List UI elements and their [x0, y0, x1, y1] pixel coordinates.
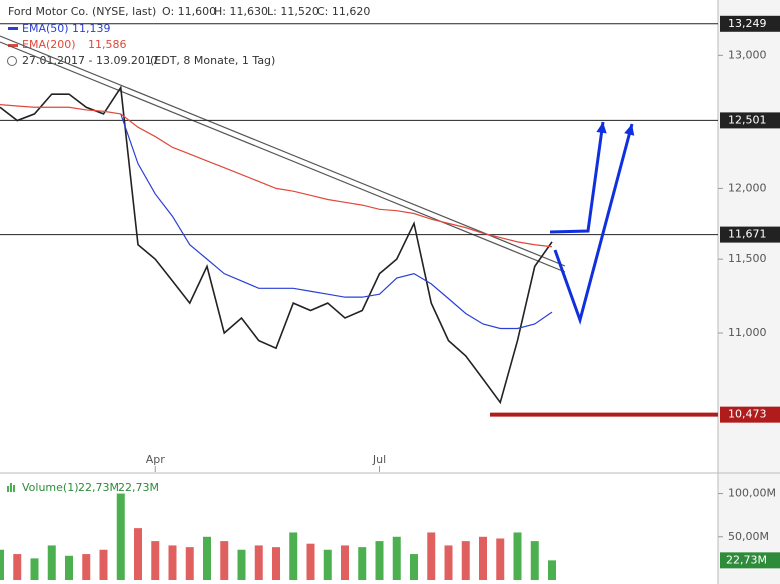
volume-bar	[341, 545, 349, 580]
header: Ford Motor Co. (NYSE, last) O: 11,600 H:…	[7, 5, 370, 494]
y-tick-label: 11,000	[728, 326, 767, 339]
ohlc: O: 11,600	[162, 5, 216, 18]
volume-bar	[168, 545, 177, 580]
volume-bar	[82, 554, 91, 580]
ohlc: L: 11,520	[267, 5, 319, 18]
volume-bar	[358, 547, 367, 580]
legend-value: 11,139	[72, 22, 111, 35]
y-tick-label: 12,000	[728, 181, 767, 194]
volume-bar	[513, 532, 522, 580]
volume-bar	[427, 532, 436, 580]
level-label-box	[720, 15, 780, 32]
volume-legend: Volume(1)	[22, 481, 79, 494]
legend-label: EMA(200)	[22, 38, 76, 51]
legend-value: 11,586	[88, 38, 127, 51]
volume-bar	[392, 536, 401, 580]
level-label-box	[720, 112, 780, 129]
y-tick-label: 50,00M	[728, 530, 769, 543]
legend-label: EMA(50)	[22, 22, 69, 35]
level-label-box	[720, 226, 780, 243]
arrow-head	[596, 122, 607, 134]
volume-label-box	[720, 552, 780, 569]
volume-bar	[30, 558, 39, 580]
x-tick-label: Jul	[372, 453, 386, 466]
period-note: (EDT, 8 Monate, 1 Tag)	[150, 54, 275, 67]
volume-bar	[254, 545, 263, 580]
series-line	[120, 113, 553, 330]
ohlc: C: 11,620	[317, 5, 370, 18]
volume-bar	[289, 532, 298, 580]
y-tick-label: 13,000	[728, 48, 767, 61]
volume-bar	[237, 549, 246, 580]
forecast-arrow	[553, 123, 634, 326]
volume-bar	[65, 555, 73, 580]
volume-icon	[10, 483, 12, 492]
volume-bar	[461, 541, 470, 580]
clock-icon	[7, 56, 17, 66]
volume-bar	[13, 554, 22, 580]
legend-swatch	[8, 27, 18, 30]
volume-bar	[47, 545, 56, 580]
volume-bar	[203, 536, 211, 580]
volume-bar	[410, 554, 418, 580]
volume-bar	[479, 536, 487, 580]
level-label: 10,473	[728, 408, 767, 421]
forecast-arrow	[549, 121, 605, 234]
period: 27.01.2017 - 13.09.2017	[22, 54, 159, 67]
series-line	[0, 104, 553, 248]
volume-bar	[375, 541, 384, 580]
ohlc: H: 11,630	[214, 5, 268, 18]
trend-line	[0, 41, 566, 273]
volume-icon	[13, 485, 15, 492]
volume-bar	[116, 493, 125, 580]
level-label-box	[720, 406, 780, 423]
volume-bar	[444, 545, 453, 580]
x-tick-label: Apr	[146, 453, 166, 466]
level-label: 12,501	[728, 113, 767, 126]
legend-swatch	[8, 44, 18, 47]
series-line	[0, 85, 553, 405]
trend-channel	[0, 35, 566, 273]
volume-bar	[185, 547, 194, 580]
y-tick-label: 11,500	[728, 252, 767, 265]
volume-last-label: 22,73M	[726, 553, 767, 566]
volume-bar	[220, 541, 229, 580]
volume-bar	[0, 549, 4, 580]
chart-title: Ford Motor Co. (NYSE, last)	[8, 5, 156, 18]
volume-bar	[134, 528, 142, 580]
volume-bar	[496, 538, 505, 580]
volume-bar	[99, 549, 108, 580]
volume-legend-value: 22,73M	[78, 481, 119, 494]
level-label: 13,249	[728, 17, 767, 30]
volume-bar	[306, 543, 315, 580]
volume-bar	[272, 547, 280, 580]
volume-icon	[7, 486, 9, 492]
arrow-head	[624, 124, 635, 136]
volume-bar	[530, 541, 539, 580]
volume-bar	[548, 560, 556, 580]
trend-line	[0, 35, 566, 267]
y-tick-label: 100,00M	[728, 487, 776, 500]
axis-panel	[718, 0, 780, 584]
volume-bar	[151, 541, 160, 580]
volume-legend-value: 22,73M	[118, 481, 159, 494]
volume-bar	[323, 549, 332, 580]
level-label: 11,671	[728, 228, 767, 241]
